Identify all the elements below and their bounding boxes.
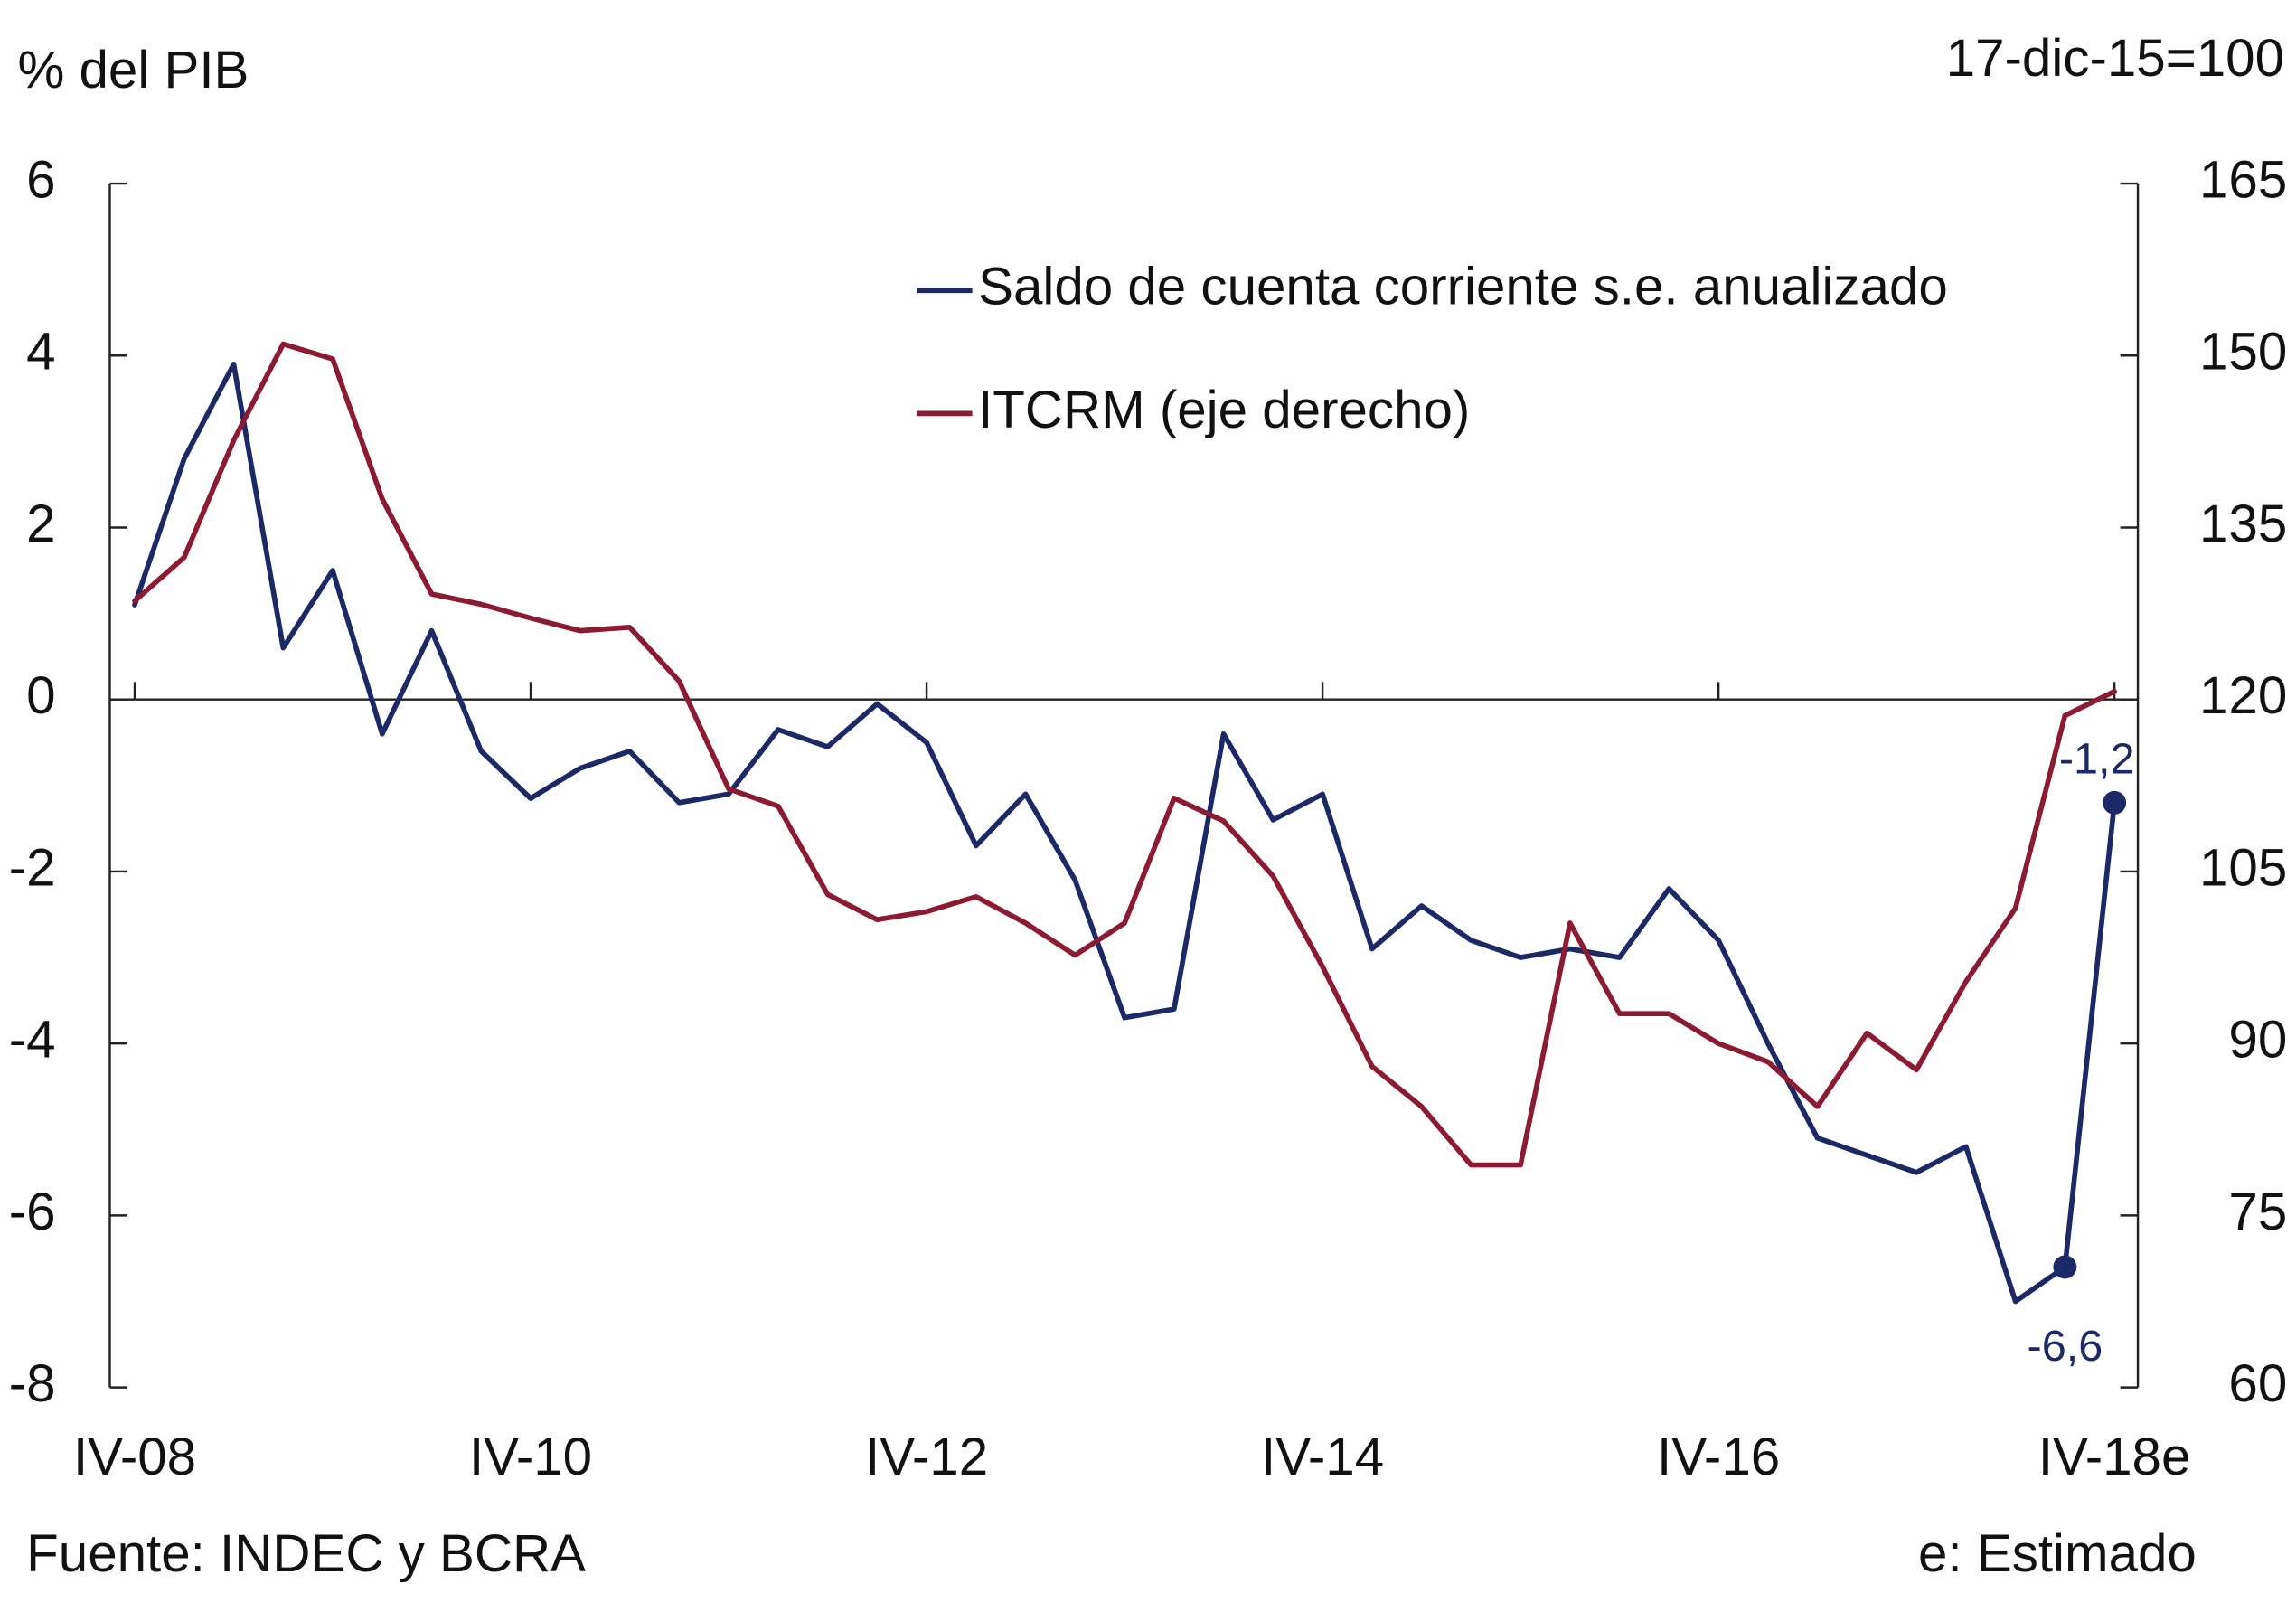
y-tick-label: 6: [26, 150, 55, 209]
y-tick-label: -8: [9, 1354, 56, 1413]
x-tick-label: IV-16: [1657, 1428, 1780, 1486]
data-point: [2103, 790, 2127, 815]
y-tick-label: 2: [26, 495, 55, 553]
source: Fuente: INDEC y BCRA: [26, 1524, 586, 1583]
data-label: -1,2: [2059, 734, 2135, 783]
x-tick-label: IV-18e: [2038, 1428, 2191, 1486]
legend-label: Saldo de cuenta corriente s.e. anualizad…: [978, 258, 1948, 316]
legend-label: ITCRM (eje derecho): [978, 381, 1470, 439]
y2-tick-label: 75: [2228, 1183, 2287, 1241]
data-point: [2053, 1255, 2077, 1279]
y-axis-label: % del PIB: [17, 41, 249, 99]
y2-tick-label: 120: [2199, 666, 2287, 725]
y-tick-label: -2: [9, 838, 56, 897]
y2-tick-label: 135: [2199, 495, 2287, 553]
y-tick-label: 0: [26, 666, 55, 725]
y2-tick-label: 90: [2228, 1011, 2287, 1070]
x-tick-label: IV-10: [469, 1428, 592, 1486]
data-label: -6,6: [2028, 1322, 2103, 1371]
y2-tick-label: 165: [2199, 150, 2287, 209]
y-tick-label: 4: [26, 323, 55, 382]
y-tick-label: -4: [9, 1011, 56, 1070]
y2-tick-label: 105: [2199, 838, 2287, 897]
x-tick-label: IV-14: [1261, 1428, 1384, 1486]
y2-axis-label: 17-dic-15=100: [1946, 29, 2284, 88]
series-line: [132, 361, 2117, 1305]
y2-tick-label: 150: [2199, 323, 2287, 382]
x-tick-label: IV-12: [865, 1428, 988, 1486]
x-tick-label: IV-08: [73, 1428, 196, 1486]
note: e: Estimado: [1918, 1524, 2197, 1583]
y-tick-label: -6: [9, 1183, 56, 1241]
y2-tick-label: 60: [2228, 1354, 2287, 1413]
series-line: [132, 341, 2117, 1168]
